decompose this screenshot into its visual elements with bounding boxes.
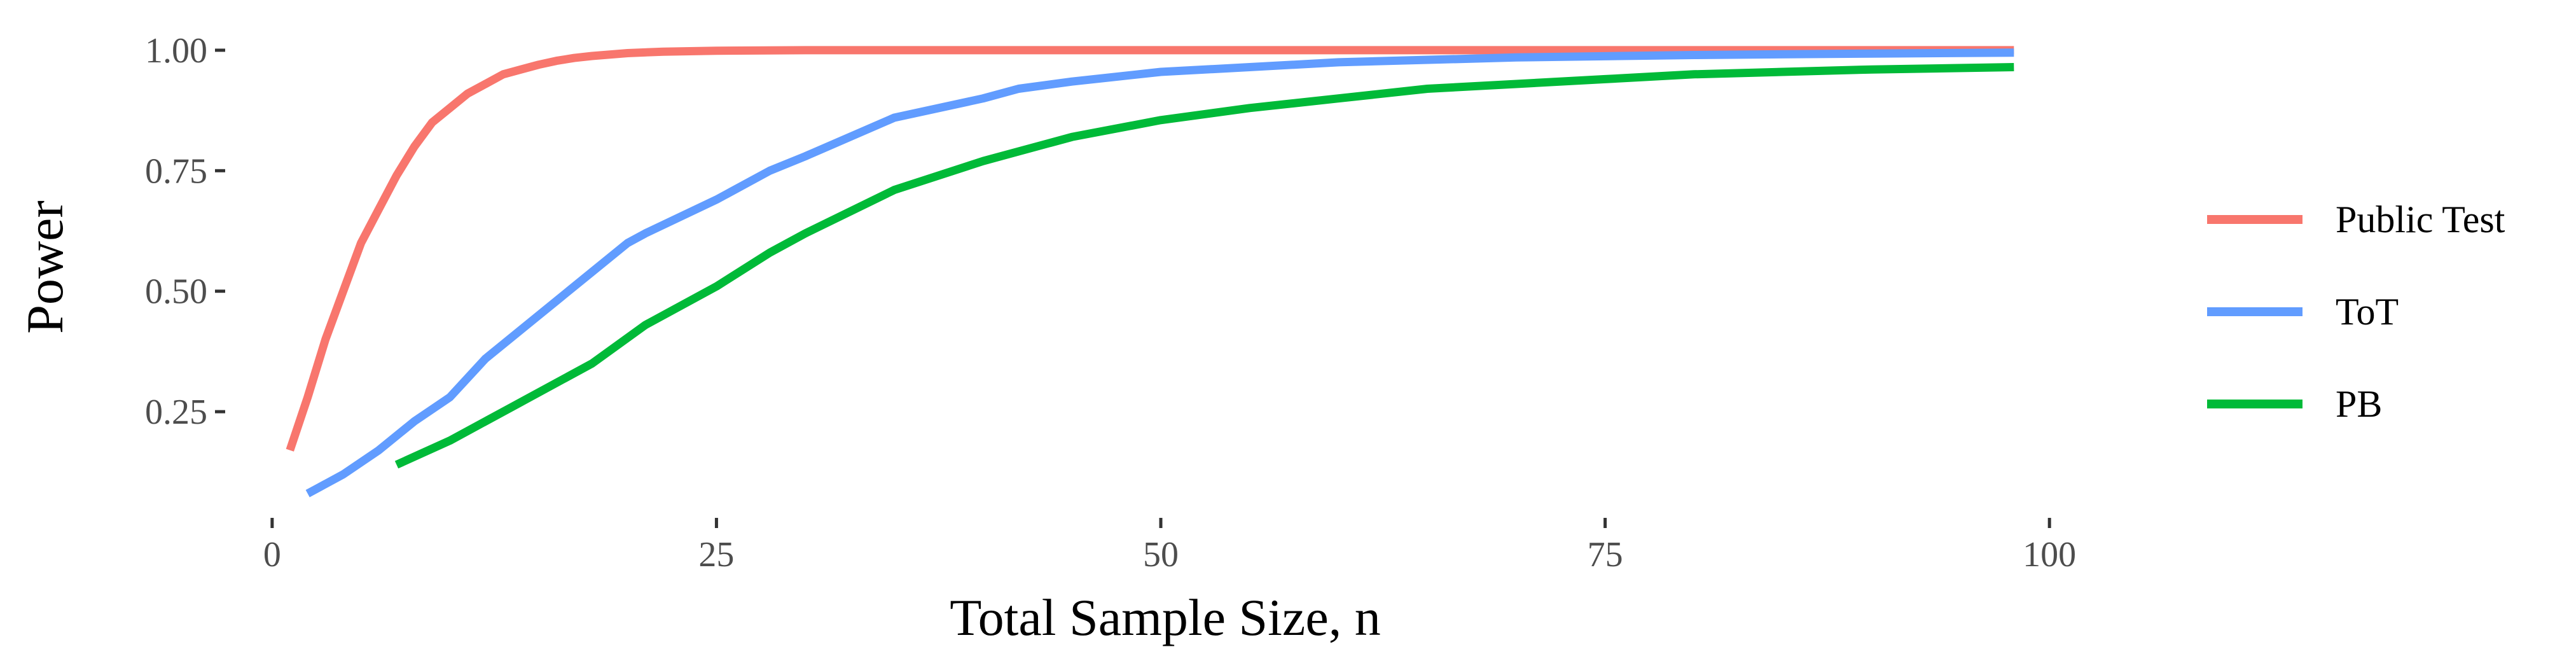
x-tick-label: 0 [263,535,281,574]
y-axis-title: Power [16,200,74,334]
series-line-tot [305,48,2014,498]
legend-label-tot: ToT [2336,291,2399,333]
plot-area [286,46,2014,498]
x-tick-label: 100 [2023,535,2076,574]
y-tick-label: 0.75 [145,151,207,191]
y-tick-label: 0.25 [145,393,207,432]
x-tick-label: 50 [1143,535,1179,574]
y-axis: 0.25 0.50 0.75 1.00 [145,31,225,432]
y-tick-label: 1.00 [145,31,207,71]
legend-label-pb: PB [2336,383,2382,425]
legend: Public Test ToT PB [2207,198,2505,425]
legend-label-public-test: Public Test [2336,198,2505,240]
x-axis-title: Total Sample Size, n [950,588,1380,646]
x-tick-label: 75 [1588,535,1623,574]
x-tick-label: 25 [698,535,734,574]
series-line-public-test [286,46,2014,452]
y-tick-label: 0.50 [145,272,207,312]
series-line-pb [394,63,2014,469]
x-axis: 0 25 50 75 100 [263,518,2076,574]
